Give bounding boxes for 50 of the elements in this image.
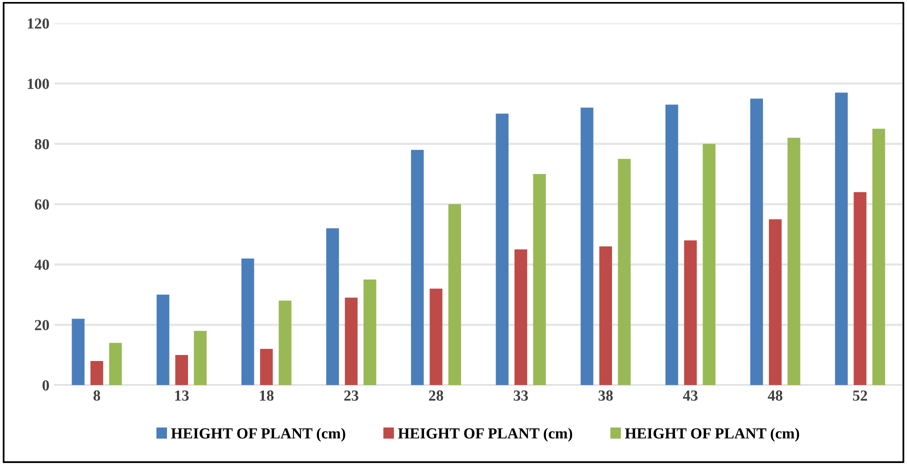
- bar: [448, 204, 462, 386]
- legend-label: HEIGHT OF PLANT (cm): [398, 428, 572, 442]
- bar: [788, 138, 800, 386]
- bar: [854, 192, 866, 386]
- bar: [496, 114, 509, 386]
- bar: [260, 348, 273, 386]
- x-tick-label: 13: [175, 390, 189, 401]
- legend-label: HEIGHT OF PLANT (cm): [625, 428, 800, 442]
- bar: [533, 174, 546, 386]
- bar: [872, 128, 886, 386]
- y-tick-label: 40: [34, 260, 49, 270]
- y-tick-label: 100: [28, 78, 49, 89]
- bar: [599, 246, 612, 386]
- x-tick-label: 48: [768, 390, 782, 401]
- bar: [72, 318, 85, 386]
- bar: [750, 98, 763, 386]
- bar: [90, 360, 104, 386]
- bar: [241, 258, 254, 386]
- y-tick-label: 60: [34, 199, 49, 210]
- bar: [768, 219, 782, 386]
- bar: [109, 342, 122, 386]
- bar: [514, 249, 528, 386]
- x-tick-label: 33: [514, 390, 528, 401]
- y-tick-label: 20: [34, 320, 49, 330]
- bar: [344, 298, 358, 386]
- x-tick-label: 28: [429, 390, 444, 401]
- x-tick-label: 43: [683, 390, 698, 401]
- x-tick-label: 18: [260, 390, 274, 401]
- y-tick-label: 80: [34, 138, 49, 150]
- bar: [702, 144, 716, 386]
- bar: [665, 104, 678, 386]
- bar: [194, 330, 207, 386]
- y-tick-label: 120: [28, 18, 49, 29]
- bar: [175, 354, 188, 386]
- x-tick-label: 52: [853, 390, 868, 401]
- bar: [835, 92, 848, 386]
- x-tick-label: 38: [598, 390, 613, 401]
- x-tick-label: 23: [344, 390, 358, 401]
- bar: [411, 150, 424, 386]
- bar: [156, 294, 170, 386]
- bar: [364, 280, 376, 386]
- bar: [326, 228, 339, 386]
- x-tick-label: 8: [94, 390, 100, 401]
- bar: [618, 158, 631, 386]
- bar: [580, 108, 594, 386]
- bar: [430, 288, 442, 386]
- legend-label: HEIGHT OF PLANT (cm): [171, 428, 346, 442]
- bar: [684, 240, 697, 386]
- bar: [278, 300, 292, 386]
- y-tick-label: 0: [42, 380, 49, 391]
